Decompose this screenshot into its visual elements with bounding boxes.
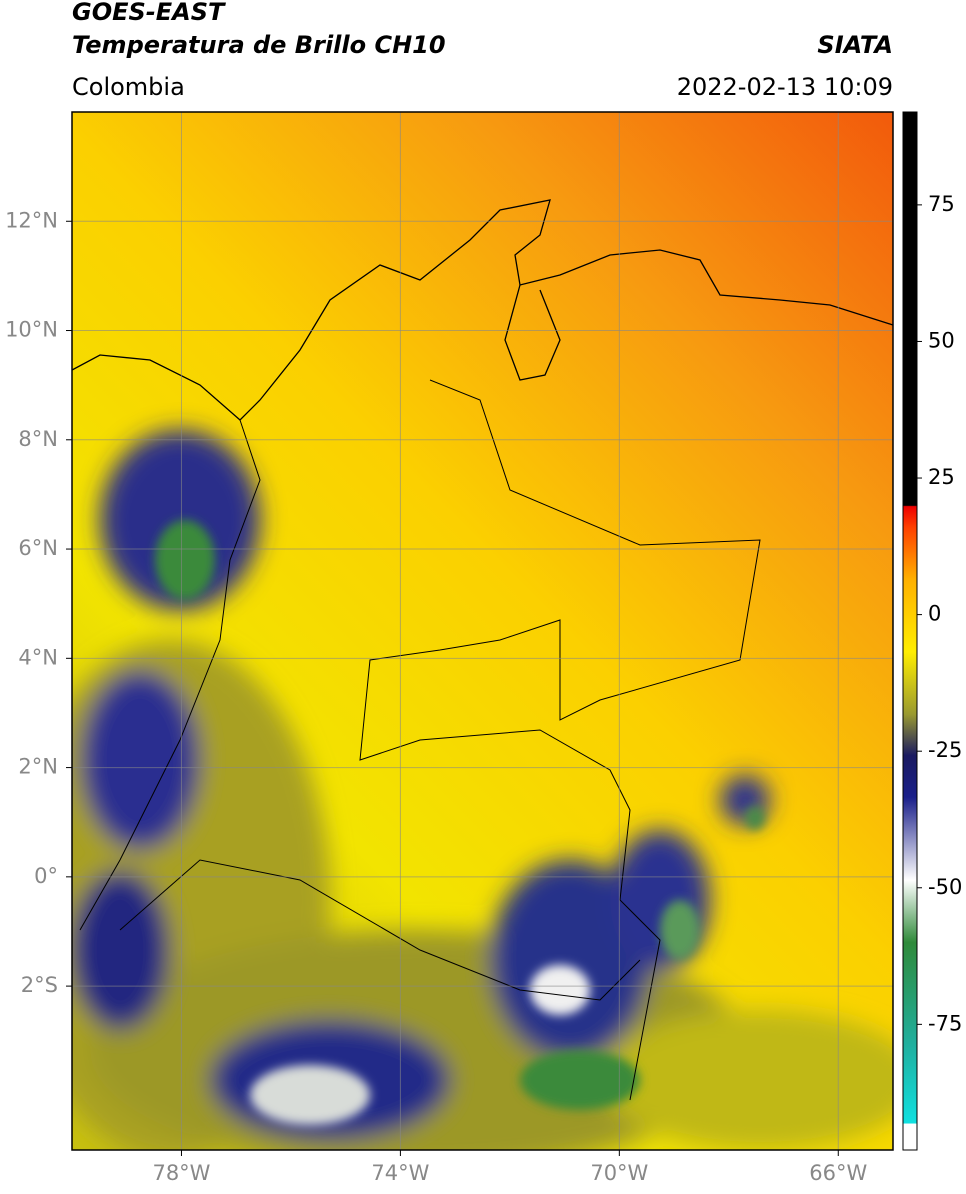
y-tick-label: 12°N bbox=[5, 208, 58, 232]
y-tick-label: 2°N bbox=[18, 755, 58, 779]
x-tick-label: 66°W bbox=[809, 1161, 867, 1185]
subtitle: Temperatura de Brillo CH10 bbox=[72, 31, 446, 59]
colorbar-tick-label: 50 bbox=[928, 328, 955, 352]
colorbar-tick-label: 75 bbox=[928, 192, 955, 216]
colorbar-tick-label: -75 bbox=[928, 1011, 962, 1035]
colorbar-tick-label: -50 bbox=[928, 875, 962, 899]
y-tick-label: 4°N bbox=[18, 645, 58, 669]
map-frame bbox=[71, 111, 894, 1151]
x-tick-label: 74°W bbox=[371, 1161, 429, 1185]
source: SIATA bbox=[817, 31, 893, 59]
title: GOES-EAST bbox=[72, 0, 226, 26]
y-tick-label: 2°S bbox=[21, 973, 58, 997]
satellite-image bbox=[72, 112, 893, 1150]
datetime: 2022-02-13 10:09 bbox=[677, 73, 893, 101]
y-tick-label: 10°N bbox=[5, 318, 58, 342]
y-tick-label: 0° bbox=[34, 864, 58, 888]
colorbar-tick-label: 25 bbox=[928, 465, 955, 489]
x-tick-label: 70°W bbox=[590, 1161, 648, 1185]
x-tick-label: 78°W bbox=[152, 1161, 210, 1185]
colorbar-tick-label: -25 bbox=[928, 738, 962, 762]
colorbar-tick-label: 0 bbox=[928, 602, 941, 626]
y-tick-label: 6°N bbox=[18, 536, 58, 560]
colorbar bbox=[902, 111, 918, 1151]
region: Colombia bbox=[72, 73, 185, 101]
y-tick-label: 8°N bbox=[18, 427, 58, 451]
